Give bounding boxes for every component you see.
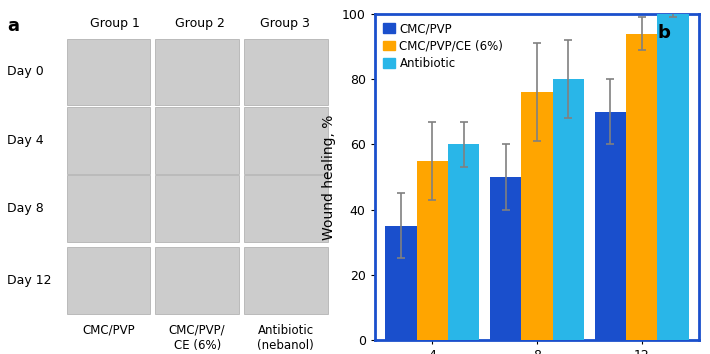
- Text: Day 12: Day 12: [7, 274, 52, 287]
- FancyBboxPatch shape: [244, 247, 327, 314]
- Bar: [626, 34, 657, 340]
- Bar: [417, 161, 448, 340]
- FancyBboxPatch shape: [67, 247, 151, 314]
- Text: Antibiotic
(nebanol): Antibiotic (nebanol): [258, 324, 315, 352]
- Legend: CMC/PVP, CMC/PVP/CE (6%), Antibiotic: CMC/PVP, CMC/PVP/CE (6%), Antibiotic: [381, 20, 506, 72]
- FancyBboxPatch shape: [67, 39, 151, 105]
- Text: CMC/PVP/
CE (6%): CMC/PVP/ CE (6%): [169, 324, 226, 352]
- Y-axis label: Wound healing, %: Wound healing, %: [322, 114, 337, 240]
- FancyBboxPatch shape: [244, 107, 327, 174]
- Bar: [552, 79, 584, 340]
- Text: Day 0: Day 0: [7, 65, 44, 79]
- Bar: [521, 92, 552, 340]
- FancyBboxPatch shape: [155, 175, 239, 242]
- Text: a: a: [7, 17, 19, 35]
- Text: CMC/PVP: CMC/PVP: [82, 324, 135, 337]
- FancyBboxPatch shape: [244, 39, 327, 105]
- Text: Group 1: Group 1: [89, 17, 139, 30]
- FancyBboxPatch shape: [67, 107, 151, 174]
- Text: b: b: [657, 24, 670, 42]
- Bar: [490, 177, 521, 340]
- FancyBboxPatch shape: [155, 247, 239, 314]
- FancyBboxPatch shape: [244, 175, 327, 242]
- Bar: [594, 112, 626, 340]
- Text: Group 3: Group 3: [260, 17, 310, 30]
- Bar: [657, 14, 689, 340]
- Text: Day 8: Day 8: [7, 202, 44, 215]
- Text: Day 4: Day 4: [7, 134, 44, 147]
- FancyBboxPatch shape: [155, 39, 239, 105]
- FancyBboxPatch shape: [155, 107, 239, 174]
- FancyBboxPatch shape: [67, 175, 151, 242]
- Bar: [448, 144, 479, 340]
- Bar: [385, 226, 417, 340]
- Text: Group 2: Group 2: [175, 17, 224, 30]
